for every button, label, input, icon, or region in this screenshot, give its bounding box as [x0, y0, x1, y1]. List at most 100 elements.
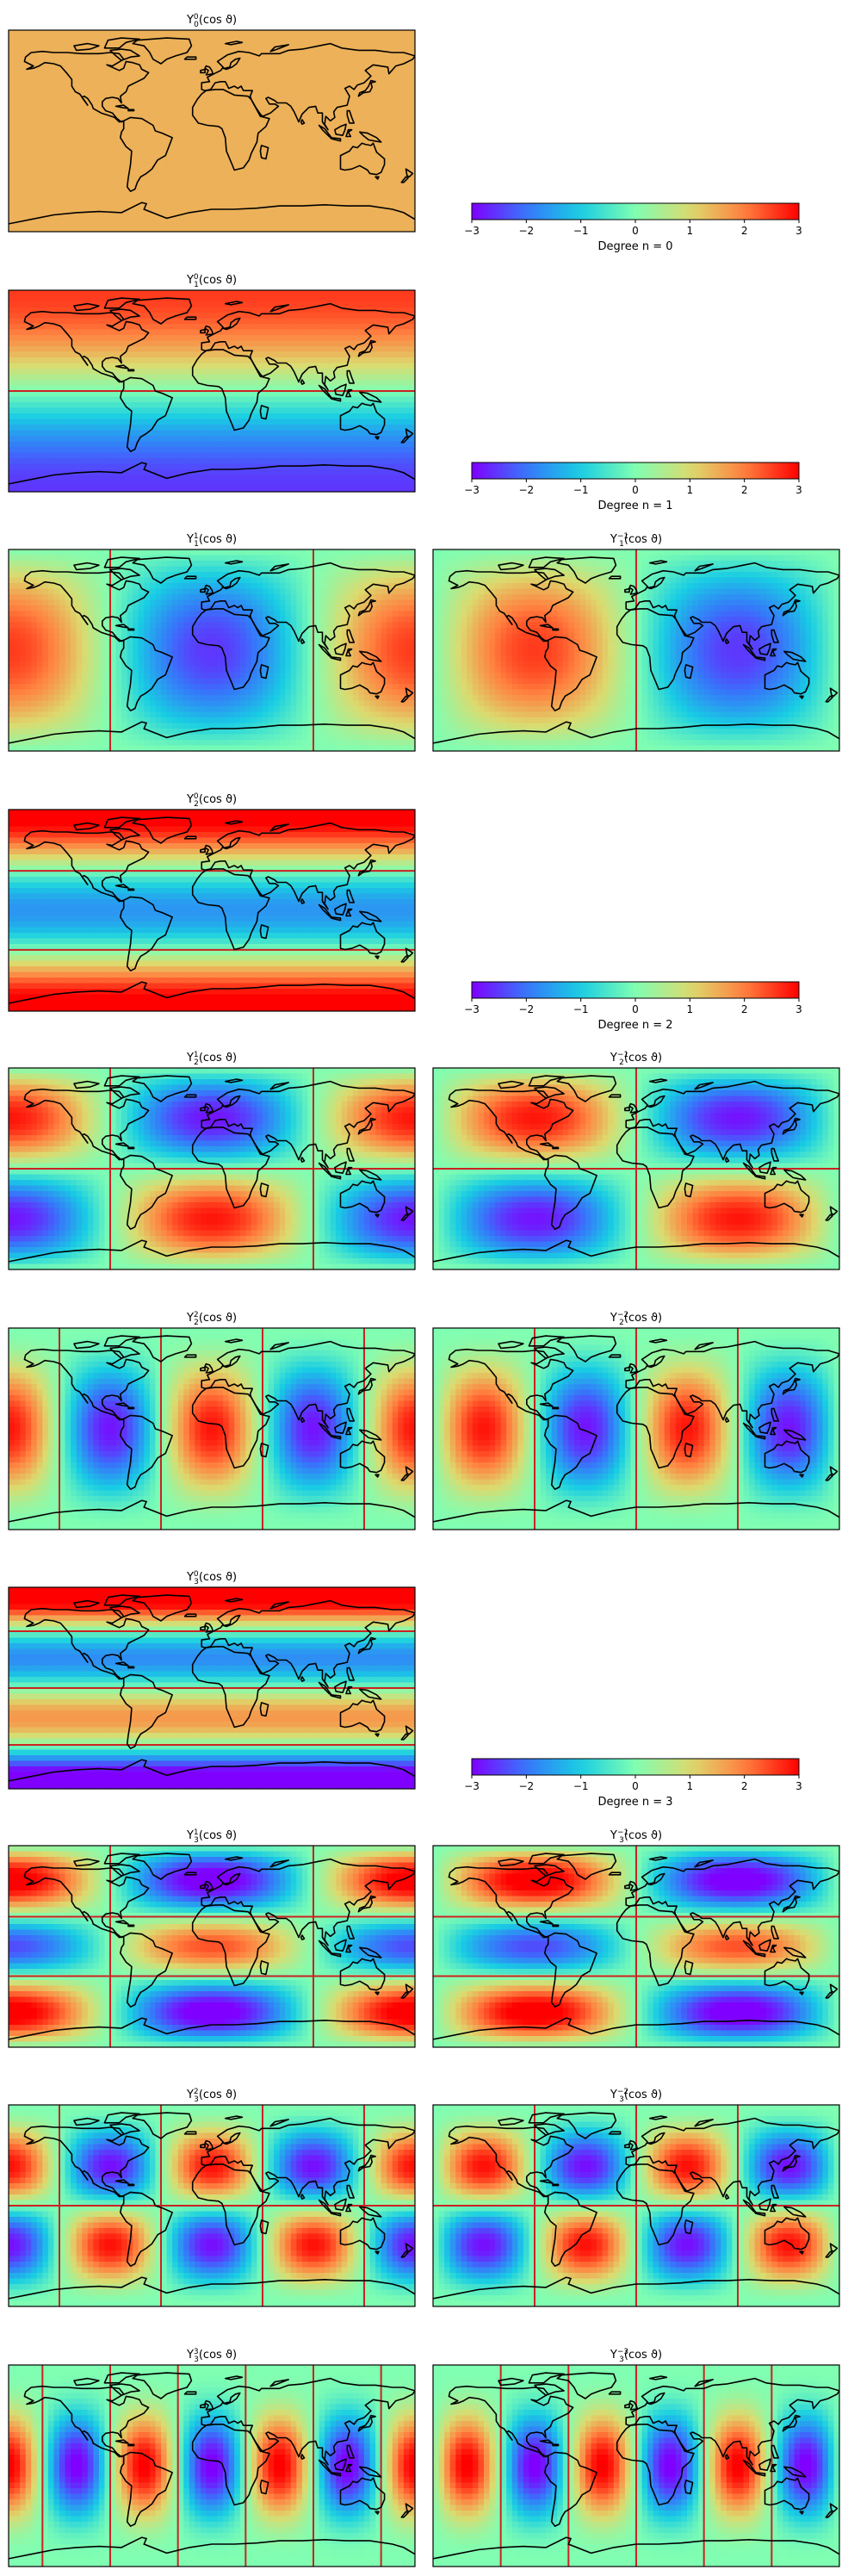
heat-cell: [155, 463, 162, 470]
heat-cell: [82, 64, 89, 71]
heat-cell: [14, 363, 21, 369]
heat-cell: [223, 153, 230, 160]
heat-cell: [195, 75, 201, 82]
heat-cell: [189, 69, 195, 76]
heat-cell: [31, 91, 38, 98]
heat-cell: [42, 47, 49, 53]
heat-cell: [217, 340, 224, 347]
heat-cell: [392, 402, 399, 409]
heat-cell: [319, 47, 325, 53]
heat-cell: [36, 198, 43, 205]
heat-cell: [14, 324, 21, 331]
heat-cell: [31, 295, 38, 302]
heat-cell: [392, 142, 399, 149]
heat-cell: [200, 452, 207, 459]
heat-cell: [31, 220, 38, 227]
heat-cell: [330, 363, 337, 369]
heat-cell: [234, 192, 241, 199]
heat-cell: [93, 203, 100, 210]
heat-cell: [161, 396, 168, 403]
heat-cell: [341, 391, 348, 398]
heat-cell: [274, 469, 281, 476]
heat-cell: [285, 158, 292, 165]
heat-cell: [263, 458, 269, 465]
heat-cell: [296, 64, 303, 71]
heat-cell: [36, 114, 43, 121]
heat-cell: [14, 226, 21, 232]
heat-cell: [59, 452, 66, 459]
heat-cell: [251, 35, 258, 42]
heat-cell: [76, 369, 83, 376]
heat-cell: [104, 226, 111, 232]
heat-cell: [98, 419, 106, 425]
heat-cell: [65, 125, 71, 132]
heat-cell: [403, 452, 411, 459]
heat-cell: [263, 158, 269, 165]
heat-cell: [330, 102, 337, 109]
heat-cell: [263, 58, 269, 65]
heat-cell: [290, 198, 297, 205]
heat-cell: [301, 220, 309, 227]
heat-cell: [274, 97, 281, 104]
heat-cell: [392, 80, 399, 87]
heat-cell: [392, 136, 399, 143]
heat-cell: [285, 30, 292, 37]
heat-cell: [177, 436, 184, 443]
heat-cell: [71, 120, 77, 127]
heat-cell: [296, 125, 303, 132]
heat-cell: [364, 181, 371, 188]
heat-cell: [274, 391, 281, 398]
heat-cell: [251, 385, 258, 392]
heat-cell: [53, 176, 60, 183]
heat-cell: [325, 147, 331, 154]
heat-cell: [172, 220, 179, 227]
heat-cell: [285, 214, 292, 221]
heat-cell: [347, 30, 354, 37]
heat-cell: [212, 69, 219, 76]
heat-cell: [352, 64, 360, 71]
heat-cell: [279, 30, 286, 37]
heat-cell: [352, 357, 360, 364]
heat-cell: [189, 407, 195, 414]
heat-cell: [71, 153, 77, 160]
heat-cell: [115, 120, 122, 127]
heat-cell: [369, 430, 376, 437]
heat-cell: [212, 419, 219, 425]
heat-cell: [127, 324, 133, 331]
heat-cell: [172, 131, 179, 138]
heat-cell: [313, 307, 320, 313]
heat-cell: [296, 80, 303, 87]
heat-cell: [42, 142, 49, 149]
heat-cell: [403, 209, 411, 216]
heat-cell: [307, 402, 314, 409]
heat-cell: [330, 86, 337, 93]
heat-cell: [9, 30, 15, 37]
heat-cell: [144, 91, 151, 98]
coastline: [345, 128, 353, 138]
heat-cell: [195, 64, 201, 71]
heat-cell: [301, 64, 309, 71]
heat-cell: [239, 53, 246, 59]
heat-cell: [330, 447, 337, 454]
heat-cell: [31, 374, 38, 381]
heat-cell: [336, 176, 343, 183]
heat-cell: [71, 102, 77, 109]
heat-cell: [195, 357, 201, 364]
heat-cell: [274, 324, 281, 331]
coastline: [405, 168, 414, 178]
heat-cell: [82, 80, 89, 87]
heat-cell: [290, 203, 297, 210]
heat-cell: [14, 391, 21, 398]
heat-cell: [110, 363, 117, 369]
heat-cell: [172, 226, 179, 232]
heat-cell: [149, 324, 157, 331]
heat-cell: [155, 120, 162, 127]
heat-cell: [234, 463, 241, 470]
heat-cell: [234, 30, 241, 37]
heat-cell: [104, 301, 111, 308]
heat-cell: [76, 214, 83, 221]
heat-cell: [98, 301, 106, 308]
heat-cell: [217, 153, 224, 160]
heat-cell: [138, 335, 145, 342]
heat-cell: [336, 120, 343, 127]
